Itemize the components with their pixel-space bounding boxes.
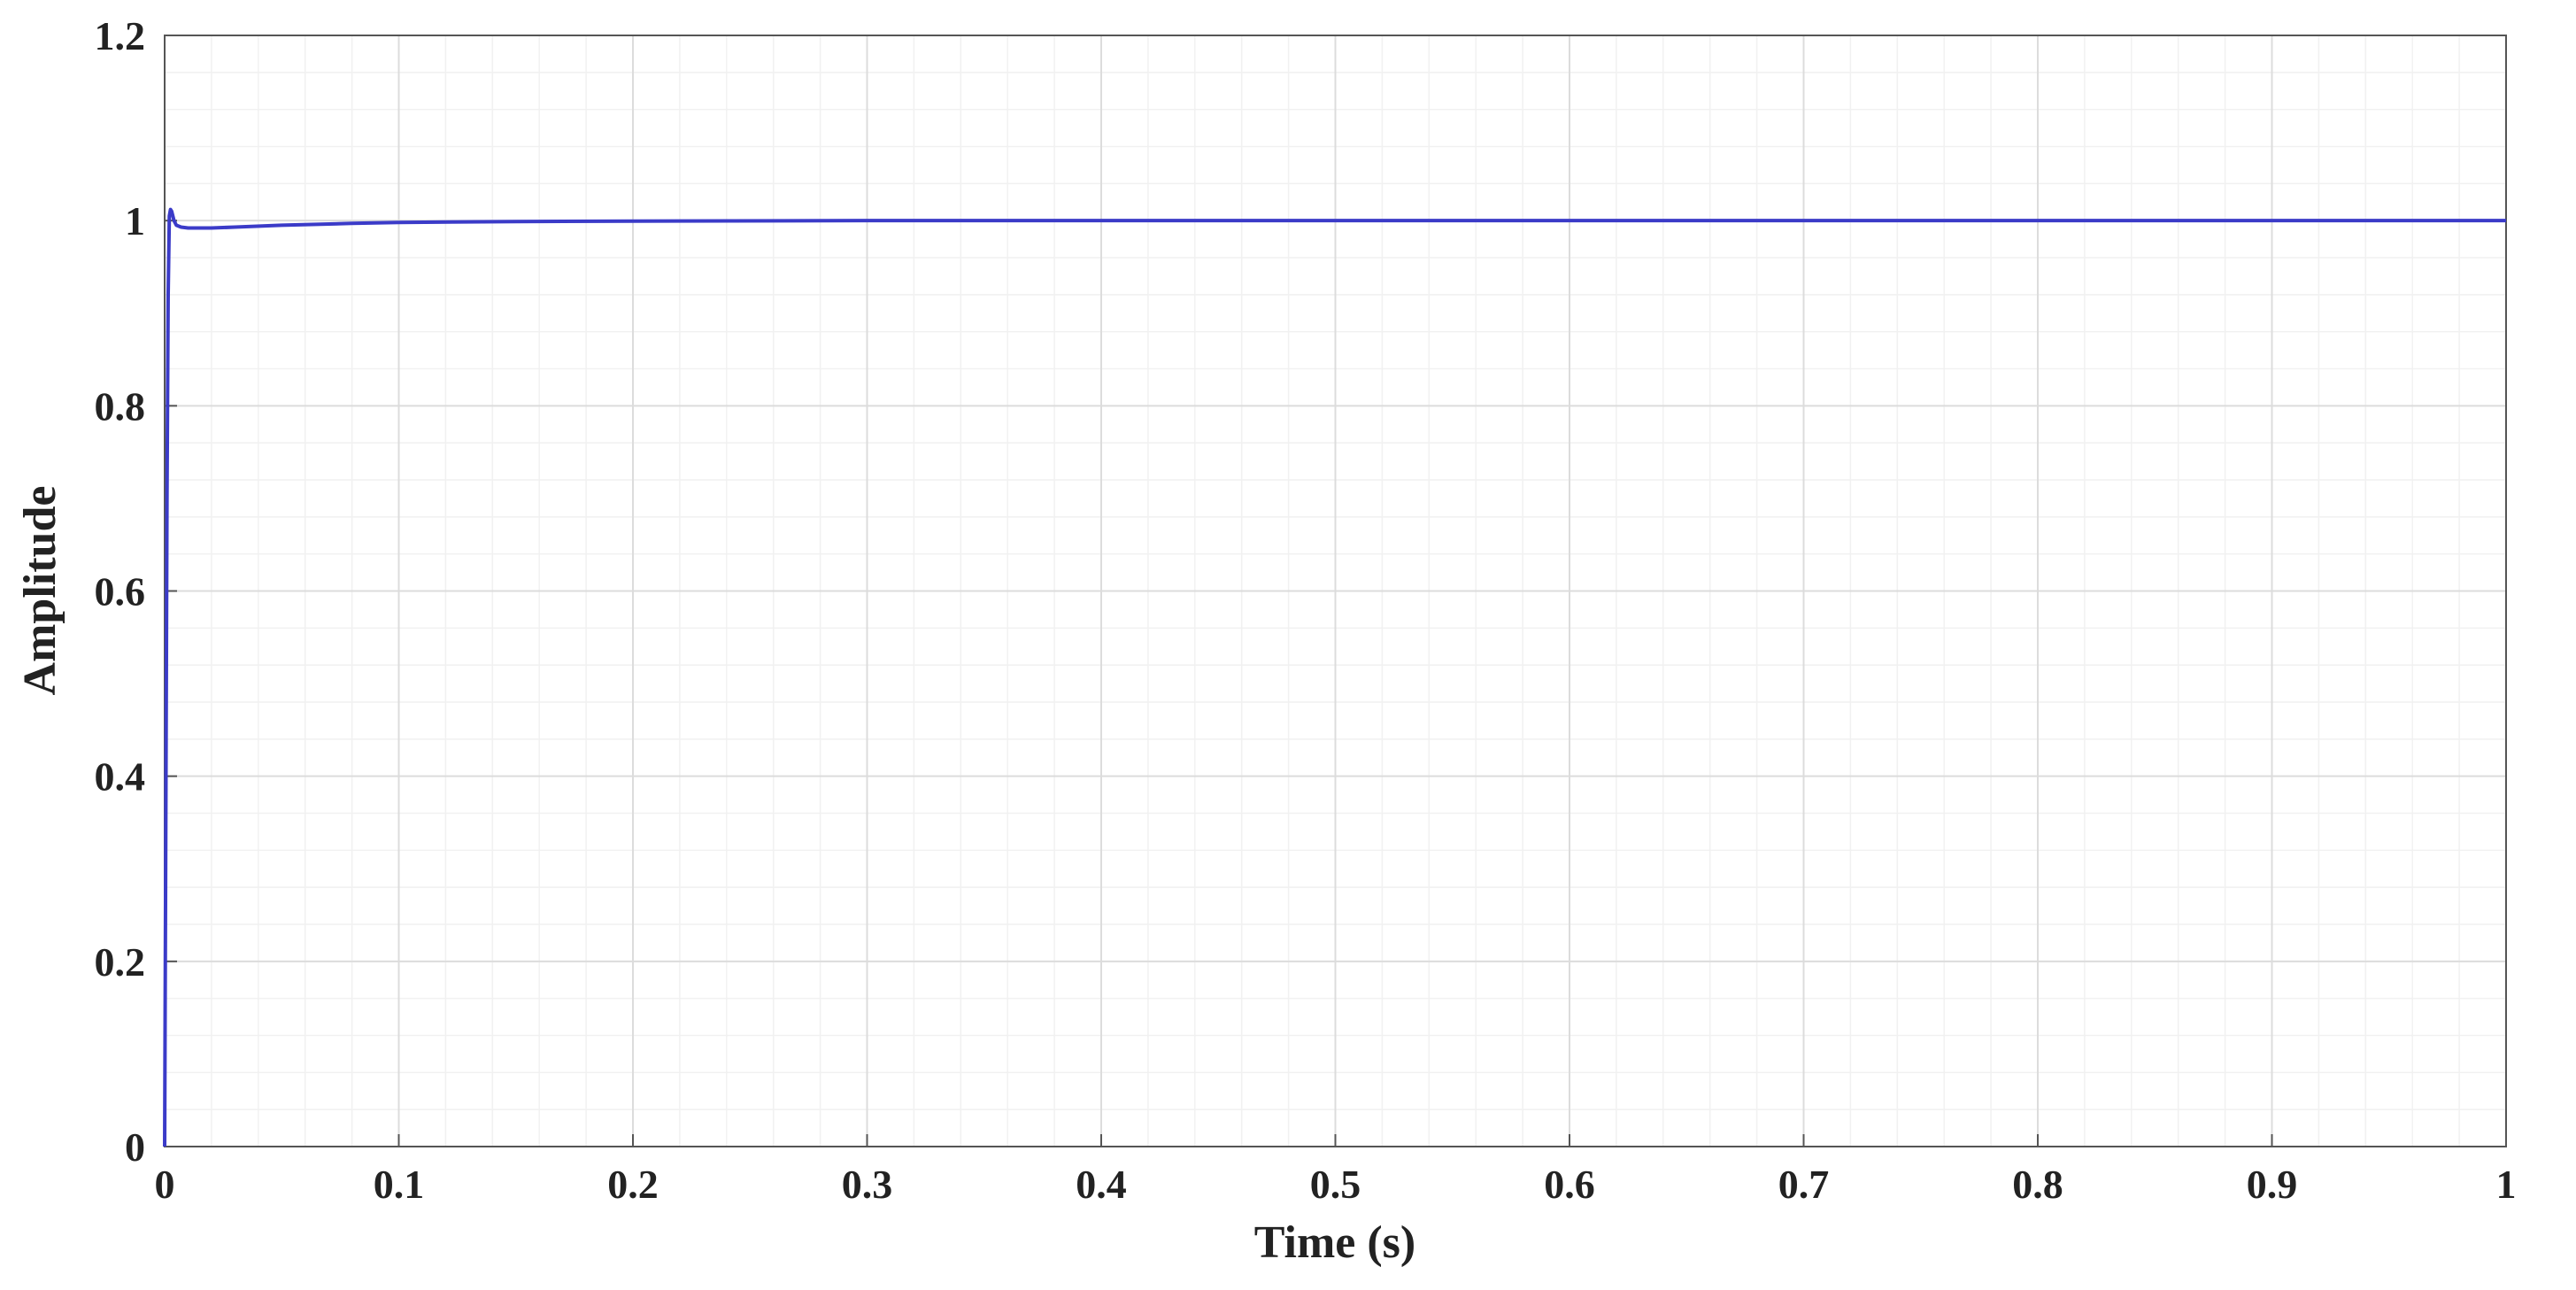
x-tick-label: 0.9 [2247, 1162, 2298, 1207]
x-tick-label: 0 [155, 1162, 175, 1207]
x-tick-label: 0.4 [1076, 1162, 1127, 1207]
y-tick-label: 0 [125, 1124, 145, 1170]
series-layer [163, 207, 2506, 1147]
x-axis-ticks: 0 0.1 0.2 0.3 0.4 0.5 0.6 0.7 0.8 0.9 1 [155, 1134, 2517, 1207]
y-tick-label: 0.2 [95, 939, 146, 985]
y-tick-label: 0.6 [95, 569, 146, 614]
x-tick-label: 0.3 [842, 1162, 893, 1207]
x-tick-label: 0.6 [1544, 1162, 1595, 1207]
y-tick-label: 1 [125, 198, 145, 243]
x-tick-label: 0.1 [374, 1162, 425, 1207]
x-axis-title: Time (s) [1254, 1217, 1415, 1268]
y-tick-label: 1.2 [95, 13, 146, 58]
y-tick-label: 0.8 [95, 383, 146, 429]
x-tick-label: 0.8 [2012, 1162, 2063, 1207]
x-tick-label: 0.5 [1310, 1162, 1361, 1207]
y-tick-label: 0.4 [95, 754, 146, 799]
x-tick-label: 0.2 [607, 1162, 659, 1207]
x-tick-label: 0.7 [1778, 1162, 1830, 1207]
y-axis-title: Amplitude [15, 486, 66, 696]
series-line [163, 207, 2506, 1147]
x-tick-label: 1 [2496, 1162, 2517, 1207]
